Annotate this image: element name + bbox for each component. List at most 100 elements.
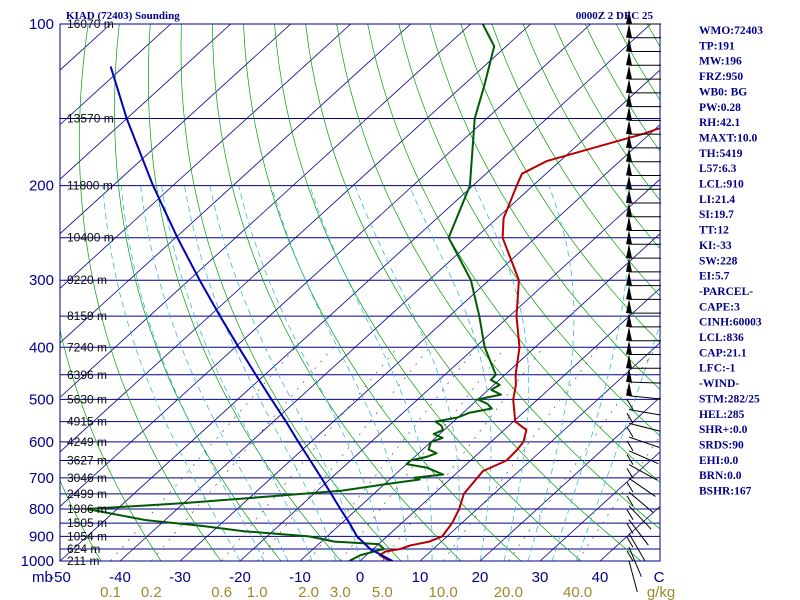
height-label: 1054 m: [67, 529, 107, 543]
wind-barb-flag: [626, 175, 632, 190]
dry-adiabat: [305, 24, 642, 561]
height-label: 7240 m: [67, 340, 107, 354]
sounding-index: LI:21.4: [699, 194, 735, 206]
height-label: 4915 m: [67, 415, 107, 429]
dry-adiabat: [336, 24, 660, 530]
pressure-tick-label: 100: [29, 16, 54, 33]
sounding-index: PW:0.28: [699, 102, 741, 114]
moist-adiabat: [209, 185, 361, 561]
height-label: 3046 m: [67, 471, 107, 485]
sounding-index: MW:196: [699, 56, 742, 68]
wind-barb-staff: [628, 450, 659, 465]
pressure-tick-label: 500: [29, 391, 54, 408]
wind-barb: [626, 106, 661, 121]
wind-barb: [626, 454, 658, 481]
sounding-index: FRZ:950: [699, 71, 743, 83]
skewt-grid: [60, 24, 800, 561]
mixing-ratio-tick-label: 20.0: [494, 584, 523, 600]
temperature-tick-label: -20: [229, 569, 251, 586]
isotherm-line: [299, 233, 660, 561]
mixing-ratio-tick-label: 0.1: [100, 584, 121, 600]
wind-barb-flag: [626, 65, 632, 80]
pressure-tick-label: 800: [29, 501, 54, 518]
mixing-ratio-tick-label: 0.6: [211, 584, 232, 600]
moist-adiabat: [527, 185, 575, 561]
wind-barb-flag: [626, 133, 632, 148]
sounding-index: CAPE:3: [699, 301, 740, 313]
moist-adiabat: [473, 185, 530, 561]
sounding-index: LCL:910: [699, 179, 744, 191]
wind-barb: [626, 312, 661, 328]
mixing-ratio-line: [151, 347, 334, 561]
pressure-tick-label: 700: [29, 470, 54, 487]
wind-barb: [626, 399, 661, 416]
mixing-ratio-line: [308, 347, 477, 561]
temperature-tick-label: 30: [532, 569, 549, 586]
wind-barb-flag: [626, 299, 632, 314]
wind-barb-staff: [628, 519, 649, 546]
wind-barb-feather: [626, 413, 634, 424]
sounding-index: -PARCEL-: [699, 286, 753, 298]
isotherm-line: [60, 24, 411, 344]
sounding-index: TH:5419: [699, 148, 743, 160]
mixing-ratio-tick-label: 10.0: [429, 584, 458, 600]
sounding-index: SW:228: [699, 255, 738, 267]
wind-barb-staff: [628, 464, 658, 481]
wind-barb: [626, 381, 661, 400]
dewpoint-profile: [86, 24, 502, 561]
wind-barb: [626, 216, 661, 232]
moist-adiabat: [238, 185, 385, 561]
wind-barb-flag: [626, 285, 632, 300]
sounding-index: CAP:21.1: [699, 347, 747, 359]
mixing-ratio-tick-label: 2.0: [298, 584, 319, 600]
wind-barb: [626, 257, 661, 273]
wind-barb-feather: [626, 536, 634, 548]
sounding-index: L57:6.3: [699, 163, 737, 175]
dry-adiabat: [78, 24, 222, 561]
isotherm-line: [239, 178, 660, 561]
pressure-tick-label: 1000: [21, 553, 54, 570]
isotherm-line: [179, 124, 660, 561]
wind-barb: [626, 523, 646, 562]
mixing-ratio-line: [256, 347, 431, 561]
wind-barb: [626, 354, 661, 369]
wind-barb: [626, 65, 661, 80]
isotherm-line: [60, 24, 531, 453]
wind-barb-feather: [626, 468, 634, 479]
dry-adiabat: [60, 328, 162, 561]
dry-adiabat: [553, 24, 660, 201]
dry-adiabat: [114, 24, 282, 561]
dry-adiabat: [522, 24, 660, 250]
moist-adiabat: [120, 185, 265, 561]
dry-adiabat: [772, 24, 800, 561]
height-label: 9220 m: [67, 273, 107, 287]
height-label: 5630 m: [67, 392, 107, 406]
height-label: 13570 m: [67, 112, 114, 126]
wind-barb-flag: [626, 120, 632, 135]
wind-barb-flag: [626, 244, 632, 259]
wind-barb-flag: [626, 340, 632, 355]
wind-barb-flag: [626, 106, 632, 121]
pressure-tick-label: 200: [29, 178, 54, 195]
wind-barb-feather: [626, 509, 634, 520]
wind-barb-flag: [626, 354, 632, 369]
temperature-tick-label: 0: [356, 569, 364, 586]
isotherm-line: [60, 24, 351, 289]
height-label: 6396 m: [67, 368, 107, 382]
mixing-ratio-axis-label: g/kg: [647, 584, 675, 600]
wind-barb-staff: [628, 547, 642, 577]
wind-barb: [626, 299, 661, 314]
wind-barb: [626, 147, 661, 163]
wind-barb-staff: [628, 381, 661, 384]
isotherm-line: [479, 396, 660, 561]
mixing-ratio-tick-label: 5.0: [372, 584, 393, 600]
sounding-index: SRDS:90: [699, 439, 744, 451]
moist-adiabat: [408, 185, 492, 561]
pressure-tick-label: 600: [29, 434, 54, 451]
wind-barb-feather: [626, 481, 634, 493]
dry-adiabat: [460, 24, 660, 344]
wind-barb: [626, 440, 659, 465]
wind-barb: [626, 271, 661, 287]
